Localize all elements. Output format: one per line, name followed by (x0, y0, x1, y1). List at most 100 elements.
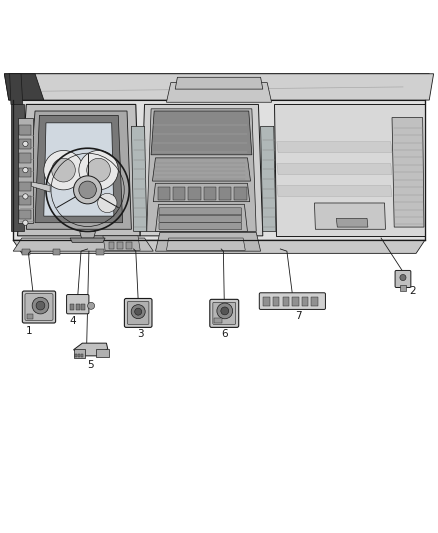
Bar (19, 209, 31, 219)
Circle shape (23, 167, 28, 173)
Circle shape (135, 308, 141, 315)
Circle shape (217, 303, 233, 319)
Text: 5: 5 (87, 360, 94, 370)
Circle shape (87, 158, 110, 182)
Bar (81, 354, 83, 357)
FancyBboxPatch shape (395, 270, 411, 287)
Bar (19, 125, 31, 135)
FancyBboxPatch shape (210, 300, 239, 327)
Polygon shape (18, 104, 140, 236)
Bar (53, 249, 60, 255)
FancyBboxPatch shape (124, 298, 152, 327)
Text: 2: 2 (410, 286, 417, 296)
Bar (204, 187, 216, 200)
Polygon shape (74, 349, 85, 359)
Circle shape (79, 150, 118, 190)
FancyBboxPatch shape (159, 208, 242, 215)
Polygon shape (13, 100, 425, 240)
Bar (78, 354, 80, 357)
Polygon shape (277, 142, 392, 152)
Polygon shape (166, 238, 245, 251)
Polygon shape (74, 343, 108, 356)
Polygon shape (166, 83, 272, 102)
Text: 3: 3 (138, 329, 144, 340)
Bar (70, 304, 74, 310)
Polygon shape (32, 182, 50, 192)
Bar (273, 297, 279, 306)
Polygon shape (11, 104, 24, 231)
Polygon shape (4, 74, 44, 100)
Bar (22, 249, 30, 255)
FancyBboxPatch shape (22, 291, 56, 323)
Circle shape (400, 274, 406, 280)
Bar (19, 196, 31, 205)
Bar (234, 187, 247, 200)
FancyBboxPatch shape (159, 215, 242, 222)
Circle shape (32, 297, 49, 314)
Polygon shape (96, 349, 109, 357)
Bar (19, 167, 31, 177)
Text: 1: 1 (25, 326, 32, 336)
Bar (117, 243, 123, 249)
Bar (126, 243, 132, 249)
Bar (96, 249, 104, 255)
FancyBboxPatch shape (259, 293, 325, 310)
FancyBboxPatch shape (159, 223, 242, 230)
FancyBboxPatch shape (67, 295, 89, 314)
Polygon shape (9, 74, 429, 100)
Polygon shape (18, 118, 33, 223)
Bar (292, 297, 299, 306)
Circle shape (52, 158, 75, 182)
Bar (219, 187, 231, 200)
Bar (173, 187, 185, 200)
Bar (76, 304, 80, 310)
Polygon shape (314, 203, 385, 229)
Bar (19, 154, 31, 163)
Polygon shape (175, 77, 263, 89)
Polygon shape (392, 118, 424, 227)
Polygon shape (80, 231, 95, 238)
Bar (400, 285, 406, 290)
Circle shape (88, 302, 95, 309)
Bar (81, 304, 85, 310)
Circle shape (131, 305, 145, 319)
Circle shape (36, 301, 45, 310)
Bar (158, 187, 170, 200)
Polygon shape (13, 238, 153, 251)
Circle shape (79, 181, 96, 199)
Polygon shape (140, 104, 263, 236)
Polygon shape (336, 219, 368, 227)
Circle shape (221, 307, 229, 315)
Circle shape (98, 193, 117, 213)
Polygon shape (4, 74, 434, 100)
Polygon shape (155, 204, 247, 231)
Text: 7: 7 (295, 311, 302, 321)
Bar (214, 318, 222, 324)
Polygon shape (274, 104, 425, 236)
Bar (19, 140, 31, 149)
Circle shape (74, 176, 102, 204)
Polygon shape (277, 185, 392, 197)
Circle shape (23, 220, 28, 225)
Polygon shape (277, 164, 392, 174)
Polygon shape (155, 232, 261, 251)
Text: 4: 4 (70, 316, 76, 326)
Bar (109, 243, 114, 249)
FancyBboxPatch shape (25, 294, 53, 320)
Bar (283, 297, 289, 306)
Polygon shape (13, 240, 425, 253)
Text: 6: 6 (221, 329, 228, 340)
Circle shape (44, 150, 83, 190)
FancyBboxPatch shape (213, 302, 236, 324)
Polygon shape (131, 126, 147, 231)
Bar (75, 354, 77, 357)
Bar (188, 187, 201, 200)
Polygon shape (261, 126, 276, 231)
Polygon shape (151, 111, 252, 155)
Polygon shape (153, 183, 250, 201)
Polygon shape (10, 74, 23, 104)
Polygon shape (35, 115, 123, 223)
FancyBboxPatch shape (127, 302, 149, 324)
Circle shape (23, 141, 28, 147)
Polygon shape (26, 111, 131, 229)
